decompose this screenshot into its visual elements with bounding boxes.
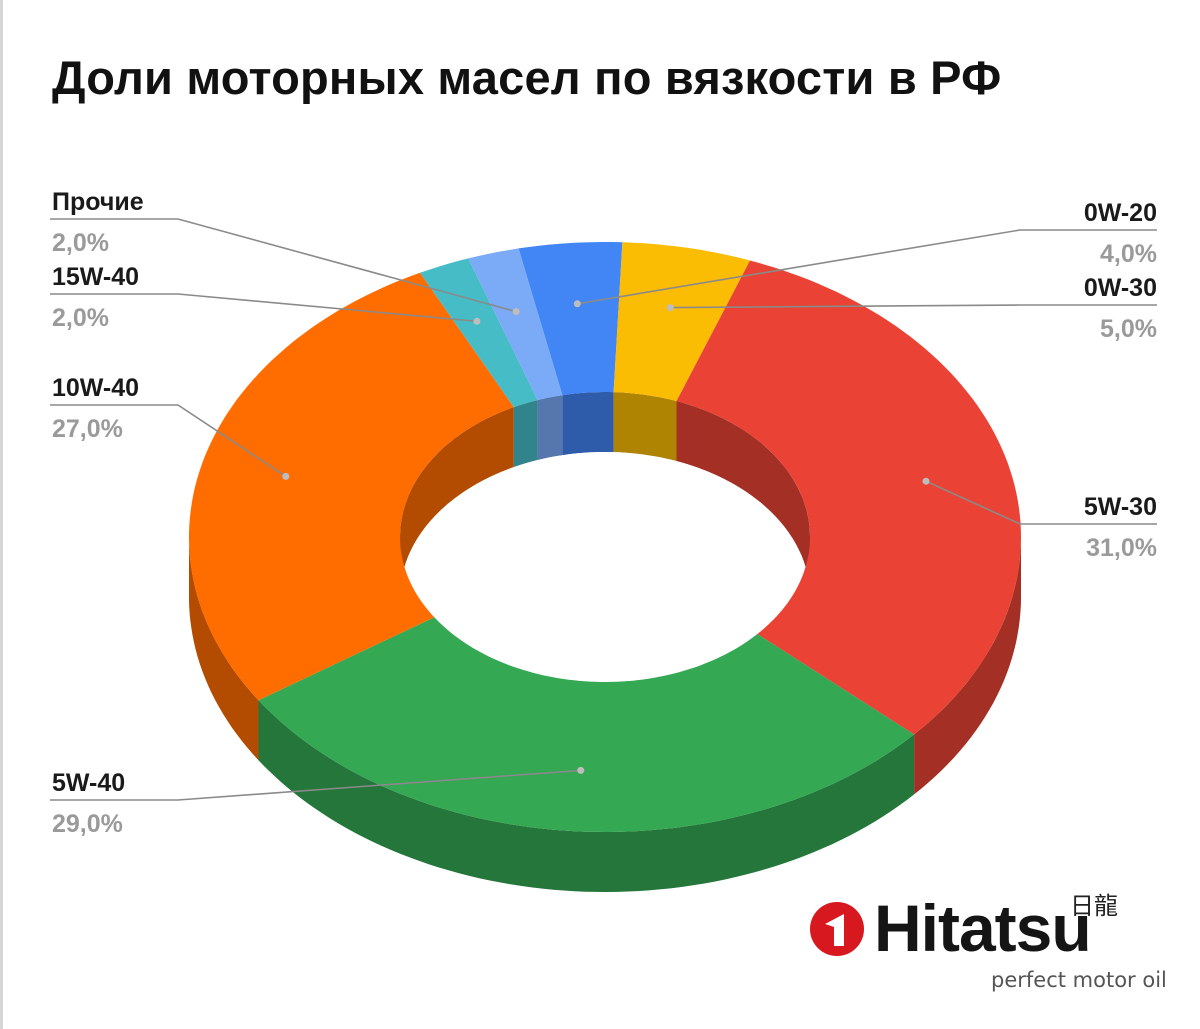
leader-dot [512, 308, 520, 316]
slice-side-5w-40 [258, 700, 915, 892]
leader-dot [473, 317, 481, 325]
data-labels: 0W-20 4,0% 0W-30 5,0% 5W-30 31,0% 5W-40 29,0% 10… [52, 188, 1157, 838]
data-label-name: 0W-20 [1084, 199, 1157, 227]
data-label-value: 5,0% [1100, 315, 1157, 343]
slice-5w-40 [258, 617, 915, 832]
data-label-value: 4,0% [1100, 240, 1157, 268]
logo-tagline: perfect motor oil [991, 968, 1167, 992]
data-label-value: 2,0% [52, 304, 109, 332]
data-label-name: Прочие [52, 188, 144, 216]
leader-line [50, 404, 287, 478]
chart-title: Доли моторных масел по вязкости в РФ [52, 51, 1002, 104]
data-label-value: 2,0% [52, 229, 109, 257]
leader-dot [577, 766, 585, 774]
slice-0w-20 [518, 242, 623, 396]
data-label-name: 0W-30 [1084, 274, 1157, 302]
page-edge [0, 0, 3, 1029]
data-label-name: 5W-40 [52, 769, 125, 797]
slice-10w-40 [189, 272, 514, 701]
leader-dot [666, 304, 674, 312]
leader-line [50, 769, 581, 801]
logo-mark-icon [810, 902, 864, 956]
leader-line [925, 480, 1157, 525]
slice-15w-40 [420, 258, 538, 408]
data-label-name: 10W-40 [52, 374, 139, 402]
donut-sides [189, 537, 1021, 892]
brand-logo: Hitatsu 日龍 perfect motor oil [808, 890, 1168, 1000]
data-label-name: 5W-30 [1084, 493, 1157, 521]
leader-lines [50, 218, 1157, 801]
logo-wordmark: Hitatsu [874, 891, 1092, 965]
slice-5w-30 [676, 260, 1021, 735]
leader-line [577, 229, 1157, 305]
slice-inner-0w-30 [613, 392, 677, 462]
slice-inner-прочие [537, 395, 563, 461]
data-label-value: 31,0% [1086, 534, 1157, 562]
leader-line [50, 218, 517, 313]
logo-kanji: 日龍 [1070, 892, 1118, 920]
slice-inner-10w-40 [400, 407, 514, 597]
slice-прочие [468, 248, 563, 401]
slice-side-5w-30 [914, 537, 1021, 795]
donut-tops [189, 242, 1021, 832]
slice-inner-15w-40 [513, 400, 538, 468]
data-label-value: 29,0% [52, 810, 123, 838]
slice-side-10w-40 [189, 537, 259, 761]
leader-line [670, 304, 1157, 309]
slice-inner-0w-20 [562, 392, 614, 456]
leader-line [50, 293, 477, 323]
slice-inner-5w-30 [676, 401, 810, 597]
leader-dot [282, 472, 290, 480]
slice-0w-30 [613, 242, 750, 402]
data-label-name: 15W-40 [52, 263, 139, 291]
data-label-value: 27,0% [52, 415, 123, 443]
leader-dot [573, 300, 581, 308]
leader-dot [922, 477, 930, 485]
